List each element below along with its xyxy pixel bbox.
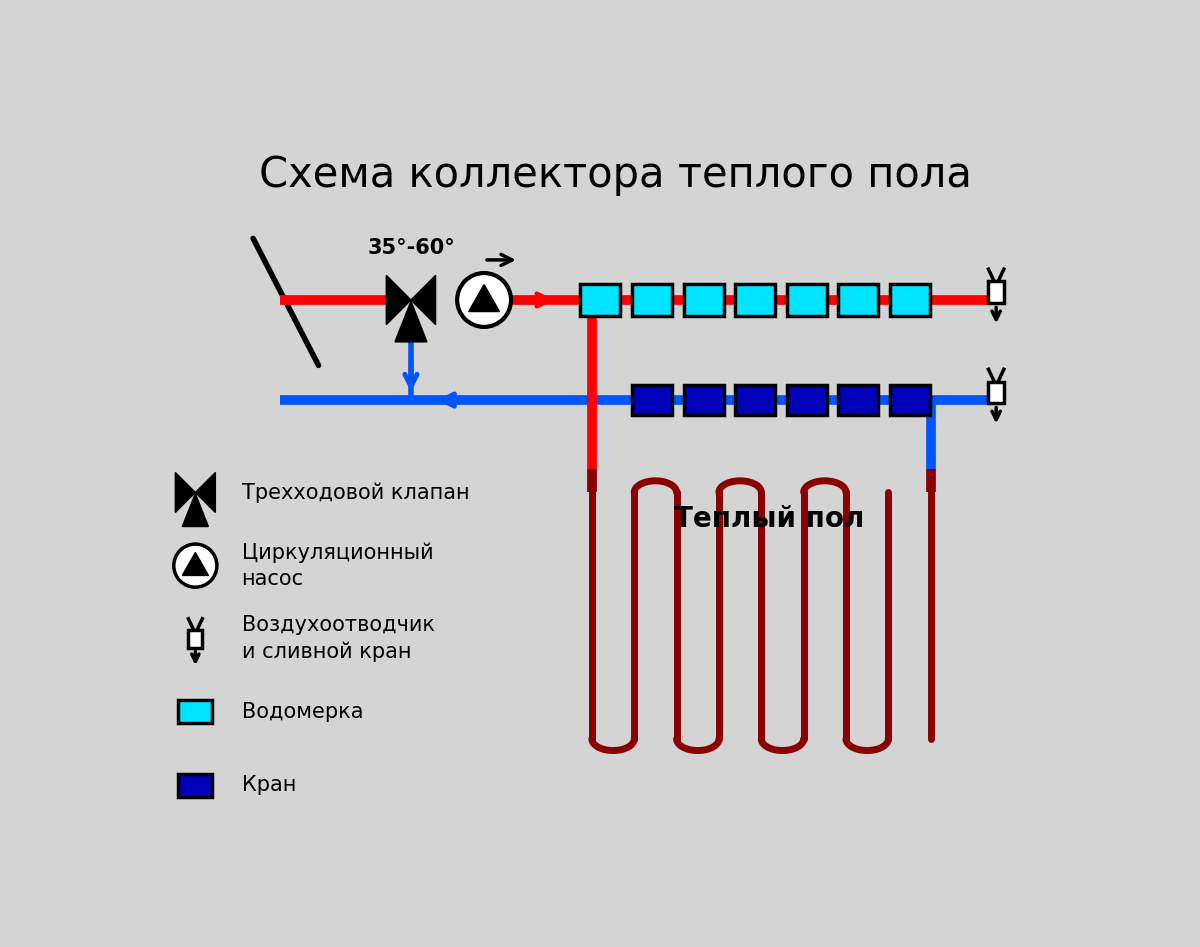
FancyBboxPatch shape: [632, 284, 672, 316]
FancyBboxPatch shape: [684, 284, 724, 316]
FancyBboxPatch shape: [839, 385, 878, 415]
FancyBboxPatch shape: [839, 284, 878, 316]
FancyBboxPatch shape: [736, 284, 775, 316]
FancyBboxPatch shape: [989, 382, 1004, 403]
Polygon shape: [386, 276, 410, 325]
FancyBboxPatch shape: [179, 774, 212, 796]
FancyBboxPatch shape: [890, 385, 930, 415]
FancyBboxPatch shape: [179, 701, 212, 724]
Text: Воздухоотводчик
и сливной кран: Воздухоотводчик и сливной кран: [241, 616, 434, 662]
Text: Циркуляционный
насос: Циркуляционный насос: [241, 543, 433, 589]
Text: Водомерка: Водомерка: [241, 702, 364, 722]
FancyBboxPatch shape: [787, 385, 827, 415]
Polygon shape: [410, 276, 436, 325]
Circle shape: [174, 545, 217, 587]
FancyBboxPatch shape: [890, 284, 930, 316]
Polygon shape: [182, 493, 209, 527]
FancyBboxPatch shape: [632, 385, 672, 415]
Polygon shape: [175, 473, 196, 512]
FancyBboxPatch shape: [989, 281, 1004, 303]
Text: Схема коллектора теплого пола: Схема коллектора теплого пола: [258, 153, 972, 196]
FancyBboxPatch shape: [736, 385, 775, 415]
FancyBboxPatch shape: [787, 284, 827, 316]
Polygon shape: [196, 473, 215, 512]
FancyBboxPatch shape: [684, 385, 724, 415]
Text: Трехходовой клапан: Трехходовой клапан: [241, 482, 469, 503]
FancyBboxPatch shape: [188, 630, 203, 648]
Circle shape: [457, 273, 511, 327]
Text: Теплый пол: Теплый пол: [674, 506, 864, 533]
Polygon shape: [182, 552, 209, 576]
Polygon shape: [395, 301, 427, 342]
Polygon shape: [469, 285, 499, 312]
FancyBboxPatch shape: [581, 284, 620, 316]
Text: Кран: Кран: [241, 775, 296, 795]
Text: 35°-60°: 35°-60°: [367, 238, 455, 258]
